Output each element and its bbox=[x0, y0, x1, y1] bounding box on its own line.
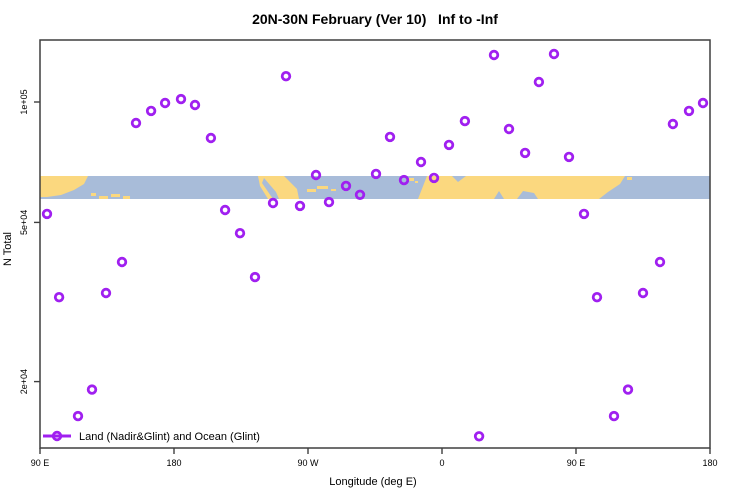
x-tick-label: 90 E bbox=[31, 458, 50, 468]
data-point bbox=[591, 292, 603, 303]
data-point bbox=[488, 49, 500, 61]
data-point bbox=[159, 97, 171, 109]
land-island bbox=[627, 177, 632, 180]
data-point bbox=[249, 271, 261, 283]
x-tick-label: 180 bbox=[166, 458, 181, 468]
data-point bbox=[340, 180, 352, 192]
data-point bbox=[622, 384, 634, 395]
x-tick-label: 180 bbox=[702, 458, 717, 468]
data-point bbox=[323, 196, 335, 208]
data-point bbox=[697, 97, 709, 109]
data-point bbox=[370, 168, 382, 180]
data-point bbox=[443, 139, 455, 151]
y-axis-ticks: 1e+05 5e+04 2e+04 bbox=[19, 89, 40, 394]
land-island bbox=[91, 193, 96, 196]
data-point bbox=[354, 189, 366, 200]
legend: Land (Nadir&Glint) and Ocean (Glint) bbox=[43, 430, 260, 443]
x-axis-ticks: 90 E 180 90 W 0 90 E 180 bbox=[31, 448, 718, 468]
data-point bbox=[548, 48, 560, 60]
data-point bbox=[415, 156, 427, 168]
legend-marker-icon bbox=[51, 430, 63, 442]
data-point bbox=[234, 227, 246, 239]
data-point bbox=[398, 174, 410, 186]
land-north-america bbox=[258, 176, 299, 199]
land-island bbox=[111, 194, 120, 197]
chart-title: 20N-30N February (Ver 10) Inf to -Inf bbox=[252, 11, 498, 27]
land-island bbox=[99, 196, 108, 199]
data-point bbox=[280, 70, 292, 82]
land-island bbox=[123, 196, 130, 199]
ocean-notch bbox=[494, 191, 504, 199]
ocean-notch bbox=[517, 191, 538, 199]
data-point bbox=[459, 115, 471, 127]
data-point bbox=[175, 93, 187, 105]
map-band bbox=[40, 176, 710, 199]
x-tick-label: 90 W bbox=[297, 458, 319, 468]
data-point bbox=[53, 292, 65, 303]
data-point bbox=[310, 169, 322, 181]
data-point bbox=[683, 105, 695, 117]
data-point bbox=[667, 118, 679, 130]
data-point bbox=[86, 384, 98, 395]
data-point bbox=[654, 256, 666, 268]
land-island bbox=[331, 189, 336, 191]
data-point bbox=[473, 431, 485, 442]
x-tick-label: 90 E bbox=[567, 458, 586, 468]
data-point bbox=[503, 123, 515, 135]
data-point bbox=[637, 287, 649, 299]
data-point bbox=[519, 147, 531, 159]
land-island bbox=[307, 189, 316, 192]
plot-border bbox=[39, 39, 711, 449]
ocean-gulf bbox=[262, 178, 279, 199]
land-island bbox=[317, 186, 328, 189]
land-island bbox=[409, 178, 414, 181]
data-point bbox=[294, 200, 306, 212]
data-points bbox=[41, 48, 709, 442]
land-asia bbox=[40, 176, 88, 197]
data-point bbox=[189, 99, 201, 111]
data-point bbox=[578, 208, 590, 220]
data-point bbox=[384, 131, 396, 143]
data-point bbox=[116, 256, 128, 268]
data-point bbox=[100, 287, 112, 299]
data-point bbox=[145, 105, 157, 117]
x-axis-title: Longitude (deg E) bbox=[329, 476, 417, 488]
data-point bbox=[72, 410, 84, 422]
data-point bbox=[267, 197, 279, 209]
y-tick-label: 5e+04 bbox=[19, 210, 29, 235]
data-point bbox=[563, 151, 575, 163]
data-point bbox=[428, 172, 440, 184]
land-africa-asia bbox=[418, 176, 625, 199]
data-point bbox=[219, 204, 231, 216]
data-point bbox=[130, 117, 142, 129]
data-point bbox=[608, 410, 620, 422]
data-point bbox=[205, 132, 217, 144]
land-island bbox=[415, 181, 418, 183]
ocean-notch bbox=[452, 176, 466, 182]
y-tick-label: 1e+05 bbox=[19, 89, 29, 114]
data-point bbox=[533, 76, 545, 88]
y-tick-label: 2e+04 bbox=[19, 369, 29, 394]
data-point bbox=[41, 208, 53, 220]
x-tick-label: 0 bbox=[439, 458, 444, 468]
legend-label: Land (Nadir&Glint) and Ocean (Glint) bbox=[79, 431, 260, 443]
